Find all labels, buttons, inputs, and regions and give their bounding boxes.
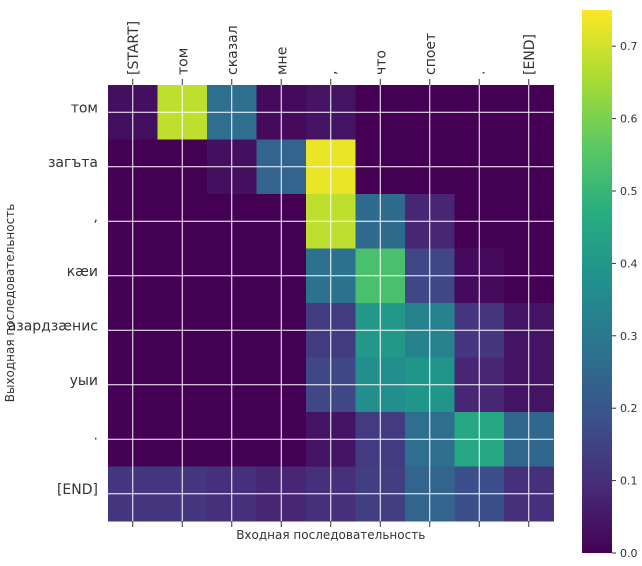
y-tick-label: , — [94, 209, 98, 225]
colorbar-tick-label: 0.6 — [620, 113, 638, 126]
x-tick-labels: [START] том сказал мне, что споет. [END] — [126, 21, 538, 75]
x-axis-label: Входная последовательность — [236, 528, 425, 542]
x-tick-label: [END] — [522, 34, 538, 75]
x-tick-label: споет — [423, 33, 439, 75]
colorbar-tick-label: 0.0 — [620, 547, 638, 560]
y-tick-label: том — [71, 100, 98, 116]
colorbar-tick-label: 0.1 — [620, 475, 638, 488]
colorbar-tick-label: 0.3 — [620, 330, 638, 343]
x-tick-label: что — [373, 50, 389, 75]
x-tick-label: . — [472, 71, 488, 75]
x-tick-label: мне — [274, 47, 290, 75]
colorbar-tick-label: 0.7 — [620, 40, 638, 53]
y-tick-label: уыи — [70, 373, 98, 389]
x-tick-label: сказал — [225, 25, 241, 75]
x-tick-label: том — [175, 48, 191, 75]
y-axis-label: Выходная последовательность — [3, 204, 17, 403]
colorbar-tick-label: 0.5 — [620, 185, 638, 198]
y-tick-labels: том загъта, кæи азардзæнис уыи. [END] — [8, 100, 98, 498]
colorbar-ticks: 0.0 0.1 0.2 0.3 0.4 0.5 0.6 0.7 — [612, 40, 638, 560]
colorbar-tick-label: 0.4 — [620, 257, 638, 270]
x-tick-label: , — [324, 71, 340, 75]
colorbar-tick-label: 0.2 — [620, 402, 638, 415]
y-tick-label: загъта — [48, 155, 98, 171]
heatmap-grid — [108, 79, 554, 527]
x-tick-label: [START] — [126, 21, 142, 75]
y-tick-label: азардзæнис — [8, 318, 98, 334]
colorbar — [582, 10, 612, 553]
y-tick-label: . — [94, 427, 98, 443]
y-tick-label: кæи — [67, 264, 98, 280]
y-tick-label: [END] — [57, 482, 98, 498]
